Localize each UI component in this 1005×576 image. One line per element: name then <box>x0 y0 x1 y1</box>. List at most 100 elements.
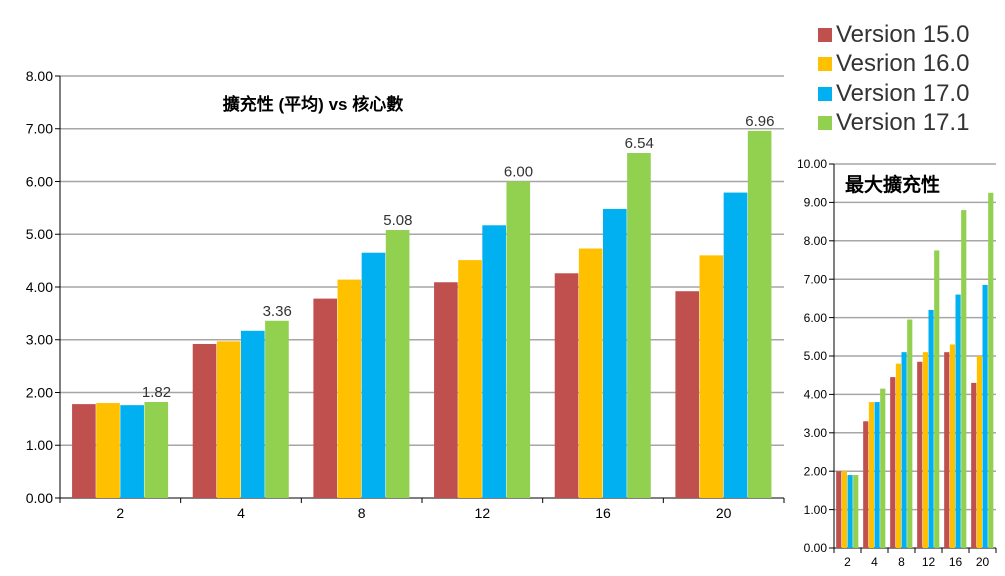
y-tick-label: 0.00 <box>26 490 53 506</box>
bar <box>603 208 627 498</box>
data-label: 6.96 <box>745 113 774 130</box>
bar <box>982 284 988 548</box>
main-chart: 0.00 1.00 2.00 3.00 4.00 5.00 6.00 7.00 8.00 2 1.8… <box>26 68 785 521</box>
legend-label: Version 15.0 <box>836 20 970 48</box>
x-tick-label: 20 <box>716 505 732 521</box>
bar <box>841 471 847 548</box>
y-tick-label: 4.00 <box>804 388 828 402</box>
x-tick-label: 4 <box>237 505 245 521</box>
main-chart-title: 擴充性 (平均) vs 核心數 <box>223 94 403 114</box>
legend-swatch <box>818 116 832 131</box>
data-label: 6.54 <box>625 135 654 152</box>
bar <box>880 388 886 548</box>
bar <box>874 402 880 548</box>
bar <box>506 181 531 498</box>
bar <box>890 377 896 548</box>
inset-chart-title: 最大擴充性 <box>845 173 940 196</box>
x-tick-label: 8 <box>358 505 366 521</box>
bar <box>955 294 961 548</box>
legend-item: Version 17.0 <box>818 79 969 109</box>
y-tick-label: 0.00 <box>804 541 828 555</box>
bar <box>868 402 874 548</box>
data-label: 6.00 <box>504 164 533 181</box>
bar <box>361 252 386 498</box>
bar <box>863 421 869 548</box>
x-tick-label: 4 <box>871 555 878 569</box>
x-tick-label: 8 <box>898 555 905 569</box>
bar <box>907 319 913 548</box>
legend-item: Version 15.0 <box>818 20 969 50</box>
x-tick-label: 16 <box>949 555 963 569</box>
bar <box>458 260 482 498</box>
legend-swatch <box>818 57 832 72</box>
bar <box>949 344 955 548</box>
bar <box>241 330 265 498</box>
y-tick-label: 8.00 <box>804 234 828 248</box>
y-tick-label: 4.00 <box>26 279 53 295</box>
bar <box>578 248 603 498</box>
bar <box>934 250 940 548</box>
bar <box>554 273 579 498</box>
legend: Version 15.0 Vesrion 16.0 Version 17.0 V… <box>818 20 969 138</box>
y-tick-label: 7.00 <box>26 121 53 137</box>
bar <box>895 363 901 548</box>
legend-swatch <box>818 86 832 101</box>
bar <box>836 471 842 548</box>
bar <box>96 403 120 498</box>
y-tick-label: 8.00 <box>26 68 53 84</box>
y-tick-label: 3.00 <box>26 332 53 348</box>
y-tick-label: 6.00 <box>804 311 828 325</box>
y-tick-label: 2.00 <box>804 464 828 478</box>
bar <box>627 153 651 498</box>
y-tick-label: 9.00 <box>804 196 828 210</box>
legend-label: Version 17.1 <box>836 109 970 137</box>
x-tick-label: 12 <box>922 555 936 569</box>
x-tick-label: 20 <box>976 555 990 569</box>
bar <box>434 282 458 498</box>
x-tick-label: 2 <box>116 505 124 521</box>
x-tick-label: 16 <box>595 505 611 521</box>
legend-swatch <box>818 27 832 42</box>
bar <box>72 404 96 498</box>
bar <box>971 382 977 548</box>
bar <box>723 192 748 498</box>
bar <box>847 475 853 548</box>
bar <box>192 343 217 498</box>
legend-item: Version 17.1 <box>818 109 969 139</box>
bar <box>120 405 144 498</box>
data-label: 5.08 <box>383 212 412 229</box>
y-tick-label: 2.00 <box>26 384 53 400</box>
bar <box>961 210 967 548</box>
data-label: 3.36 <box>263 303 292 320</box>
y-tick-label: 1.00 <box>26 437 53 453</box>
bar <box>944 352 950 548</box>
bar <box>976 356 982 548</box>
bar <box>699 255 724 498</box>
bar <box>928 309 934 548</box>
y-tick-label: 5.00 <box>804 349 828 363</box>
bar <box>337 279 362 498</box>
bar <box>313 298 338 498</box>
bar <box>675 291 700 498</box>
y-tick-label: 5.00 <box>26 226 53 242</box>
y-tick-label: 3.00 <box>804 426 828 440</box>
bar <box>853 475 859 548</box>
bar <box>747 130 772 499</box>
bar <box>917 361 923 548</box>
bar <box>901 352 907 548</box>
bar <box>216 341 241 498</box>
y-tick-label: 6.00 <box>26 173 53 189</box>
legend-label: Version 17.0 <box>836 79 970 107</box>
y-tick-label: 10.00 <box>797 157 827 171</box>
inset-chart: 0.00 1.00 2.00 3.00 4.00 5.00 6.00 7.00 8.00 9.00… <box>797 157 997 569</box>
legend-label: Vesrion 16.0 <box>836 50 970 78</box>
legend-item: Vesrion 16.0 <box>818 50 969 80</box>
bar <box>988 192 994 549</box>
bar <box>922 352 928 548</box>
y-tick-label: 1.00 <box>804 503 828 517</box>
bar <box>144 401 169 498</box>
x-tick-label: 12 <box>475 505 491 521</box>
bar <box>385 230 410 498</box>
y-tick-label: 7.00 <box>804 272 828 286</box>
